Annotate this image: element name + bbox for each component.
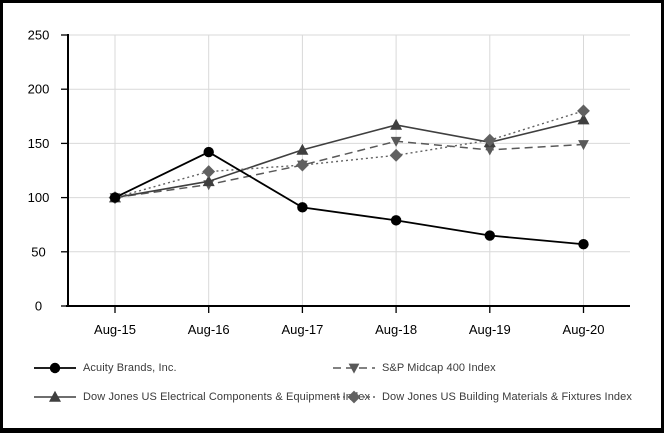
y-tick-label: 50 (31, 244, 45, 259)
marker-triangle-up (390, 118, 403, 130)
legend-item-acuity-brands: Acuity Brands, Inc. (33, 360, 177, 376)
legend-item-dj-electrical: Dow Jones US Electrical Components & Equ… (33, 389, 370, 405)
legend-sample-dashed-triangle-down (333, 363, 375, 374)
legend-sample-solid-circle (34, 362, 76, 374)
series-line (114, 140, 584, 199)
legend-label: Dow Jones US Building Materials & Fixtur… (382, 391, 632, 403)
legend-label: S&P Midcap 400 Index (382, 362, 496, 374)
marker-circle (297, 202, 308, 213)
x-tick-label: Aug-20 (563, 322, 605, 337)
x-tick-label: Aug-15 (94, 322, 136, 337)
x-axis-ticks: Aug-15 Aug-16 Aug-17 Aug-18 Aug-19 Aug-20 (94, 307, 604, 337)
y-tick-label: 250 (28, 28, 50, 43)
y-tick-label: 150 (28, 136, 50, 151)
legend-item-sp-midcap-400: S&P Midcap 400 Index (332, 360, 496, 376)
marker-triangle-up (49, 390, 61, 402)
legend-sample-dotted-diamond (333, 390, 375, 404)
marker-triangle-up (577, 113, 590, 125)
marker-circle (203, 146, 214, 158)
marker-triangle-down (348, 363, 360, 374)
series-line (114, 151, 584, 246)
marker-triangle-up (296, 143, 309, 155)
horizontal-gridlines (68, 34, 630, 253)
marker-circle (49, 362, 61, 374)
marker-circle (390, 215, 402, 226)
marker-triangle-down (578, 140, 589, 151)
marker-circle (578, 239, 589, 250)
y-tick-label: 100 (28, 190, 50, 205)
legend-item-dj-building: Dow Jones US Building Materials & Fixtur… (332, 389, 632, 405)
series-0 (109, 146, 589, 250)
vertical-gridlines (114, 35, 584, 306)
legend-label: Dow Jones US Electrical Components & Equ… (83, 391, 371, 403)
x-tick-label: Aug-17 (281, 322, 323, 337)
x-tick-label: Aug-16 (188, 322, 230, 337)
marker-triangle-down (484, 145, 496, 156)
series-1 (109, 136, 589, 204)
x-tick-label: Aug-19 (469, 322, 511, 337)
series-line (114, 110, 584, 199)
marker-triangle-up (202, 175, 215, 187)
y-tick-label: 200 (28, 82, 50, 97)
marker-circle (109, 192, 121, 203)
marker-diamond (347, 390, 361, 404)
marker-circle (484, 230, 495, 241)
legend-label: Acuity Brands, Inc. (83, 362, 177, 374)
y-axis-ticks: 0 50 100 150 200 250 (28, 28, 68, 314)
marker-diamond (389, 148, 403, 162)
x-tick-label: Aug-18 (375, 322, 417, 337)
series-3 (108, 104, 590, 204)
y-tick-label: 0 (35, 299, 42, 314)
marker-diamond (577, 104, 590, 118)
series-line (114, 118, 584, 199)
legend-sample-solid-triangle-up (34, 390, 76, 402)
marker-diamond (202, 165, 216, 178)
marker-diamond (483, 133, 497, 147)
marker-triangle-down (390, 136, 402, 147)
marker-diamond (296, 158, 309, 172)
